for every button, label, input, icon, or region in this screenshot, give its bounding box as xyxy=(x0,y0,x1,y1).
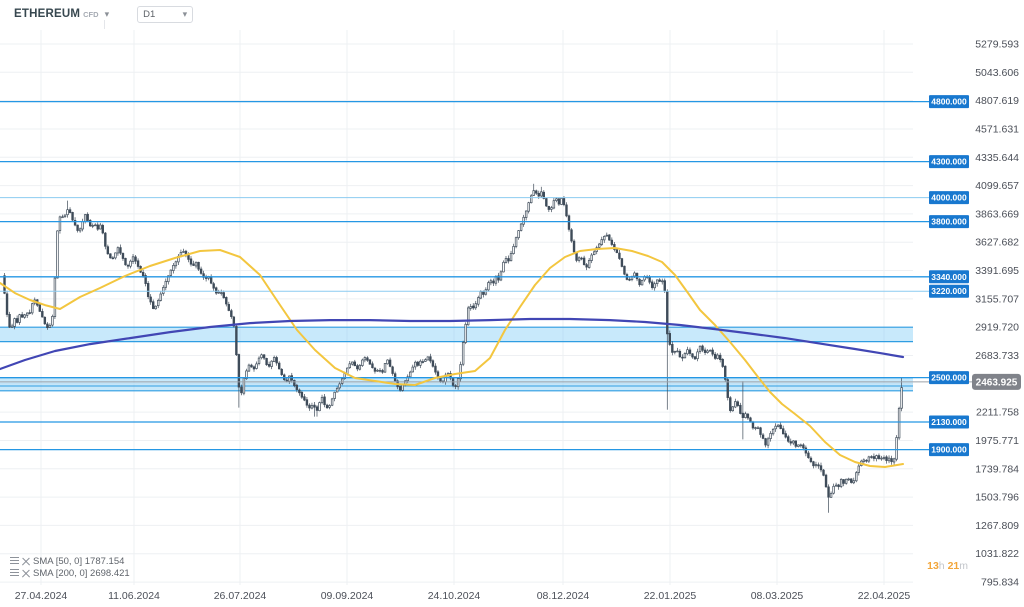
y-axis-tick: 4571.631 xyxy=(975,124,1019,136)
svg-text:4800.000: 4800.000 xyxy=(931,97,967,107)
x-axis-labels: 27.04.2024 11.06.2024 26.07.2024 09.09.2024… xyxy=(15,590,911,602)
svg-text:4300.000: 4300.000 xyxy=(931,157,967,167)
price-level-label[interactable] xyxy=(929,191,969,205)
supply-demand-zone xyxy=(0,327,913,342)
remove-indicator-icon[interactable] xyxy=(21,569,31,578)
y-axis-tick: 4099.657 xyxy=(975,180,1019,192)
svg-text:1900.000: 1900.000 xyxy=(931,445,967,455)
svg-text:3220.000: 3220.000 xyxy=(931,286,967,296)
svg-text:4000.000: 4000.000 xyxy=(931,193,967,203)
timeframe-dropdown[interactable]: D1 ▾ xyxy=(137,5,194,23)
y-axis-tick: 1503.796 xyxy=(975,492,1019,504)
y-axis-tick: 4807.619 xyxy=(975,95,1019,107)
indicator-value: 1787.154 xyxy=(84,556,125,567)
grid xyxy=(0,30,913,585)
x-axis-tick: 24.10.2024 xyxy=(428,590,481,602)
indicator-settings-icon[interactable] xyxy=(10,557,19,566)
legend-row-sma200: SMA [200, 0] 2698.421 xyxy=(10,568,130,579)
timeframe-value: D1 xyxy=(143,8,156,20)
y-axis-tick: 4335.644 xyxy=(975,152,1019,164)
sma-50-line[interactable] xyxy=(0,247,904,468)
remove-indicator-icon[interactable] xyxy=(21,557,31,566)
indicator-legend: SMA [50, 0] 1787.154 SMA [200, 0] 2698.4… xyxy=(10,556,130,580)
chart-toolbar: ETHEREUM CFD ▾ D1 ▾ xyxy=(0,0,1024,29)
x-axis-tick: 26.07.2024 xyxy=(214,590,267,602)
x-axis-tick: 27.04.2024 xyxy=(15,590,68,602)
price-level-label[interactable] xyxy=(929,443,969,457)
y-axis-tick: 1031.822 xyxy=(975,548,1019,560)
x-axis-tick: 11.06.2024 xyxy=(108,590,160,602)
symbol-name: ETHEREUM xyxy=(14,8,81,20)
x-axis-tick: 08.03.2025 xyxy=(751,590,804,602)
price-level-label[interactable] xyxy=(929,371,969,385)
y-axis-tick: 2919.720 xyxy=(975,322,1019,334)
sma-lines xyxy=(0,247,905,468)
y-axis-tick: 2683.733 xyxy=(975,350,1019,362)
current-price-label xyxy=(972,373,1021,390)
candles xyxy=(3,183,903,513)
svg-text:2130.000: 2130.000 xyxy=(931,417,967,427)
svg-text:2500.000: 2500.000 xyxy=(931,373,967,383)
indicator-settings-icon[interactable] xyxy=(10,569,19,578)
indicator-value: 2698.421 xyxy=(90,568,130,579)
zones xyxy=(0,326,913,392)
x-axis-tick: 22.01.2025 xyxy=(644,590,697,602)
legend-row-sma50: SMA [50, 0] 1787.154 xyxy=(10,556,130,567)
supply-demand-zone xyxy=(0,377,913,391)
y-axis-tick: 5043.606 xyxy=(975,67,1019,79)
svg-text:3340.000: 3340.000 xyxy=(931,272,967,282)
indicator-label: SMA [200, 0] xyxy=(33,568,88,579)
price-level-label[interactable] xyxy=(929,155,969,169)
price-level-label[interactable] xyxy=(929,284,969,298)
current-price-marker: 2463.925 xyxy=(972,373,1021,390)
price-level-label[interactable] xyxy=(929,215,969,229)
instrument-type-badge: CFD xyxy=(83,10,99,19)
y-axis-tick: 1267.809 xyxy=(975,520,1019,532)
bar-close-countdown: 13h 21m xyxy=(927,560,968,572)
sma-200-line[interactable] xyxy=(0,317,905,371)
price-level-label[interactable] xyxy=(929,95,969,109)
y-axis-tick: 2211.758 xyxy=(976,407,1019,419)
x-axis-tick: 09.09.2024 xyxy=(321,590,374,602)
y-axis-tick: 3863.669 xyxy=(975,208,1019,220)
y-axis-tick: 3155.707 xyxy=(975,293,1019,305)
chevron-down-icon: ▾ xyxy=(182,8,188,19)
chevron-down-icon: ▾ xyxy=(104,9,110,19)
price-level-label[interactable] xyxy=(929,270,969,284)
y-axis-labels: 5279.593 5043.606 4807.619 4571.631 4335.644… xyxy=(975,39,1019,589)
y-axis-tick: 1739.784 xyxy=(975,463,1019,475)
indicator-label: SMA [50, 0] xyxy=(33,556,83,567)
svg-text:3800.000: 3800.000 xyxy=(931,217,967,227)
price-level-labels: 4800.000 4300.000 4000.000 3800.000 3340.000… xyxy=(929,95,969,457)
x-axis-tick: 22.04.2025 xyxy=(858,590,911,602)
x-axis-tick: 08.12.2024 xyxy=(537,590,590,602)
y-axis-tick: 3391.695 xyxy=(975,265,1019,277)
price-levels xyxy=(0,100,929,451)
svg-text:2463.925: 2463.925 xyxy=(976,378,1018,389)
price-level-label[interactable] xyxy=(929,415,969,429)
toolbar-divider xyxy=(104,20,105,29)
y-axis-tick: 3627.682 xyxy=(975,237,1019,249)
y-axis-tick: 5279.593 xyxy=(975,39,1019,51)
symbol-selector[interactable]: ETHEREUM CFD ▾ xyxy=(14,8,109,20)
y-axis-tick: 795.834 xyxy=(981,577,1019,589)
y-axis-tick: 1975.771 xyxy=(975,435,1019,447)
